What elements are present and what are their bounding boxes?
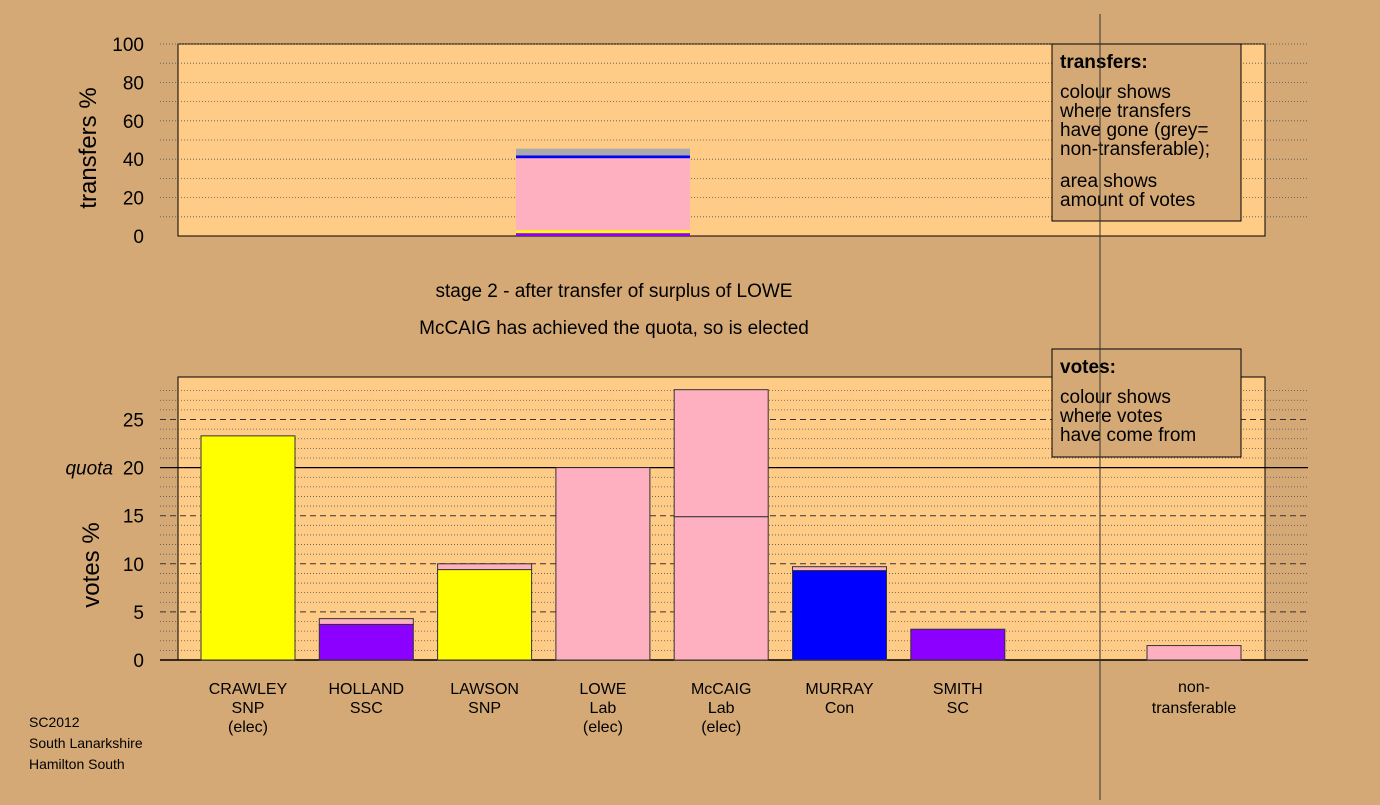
candidate-label: Lab (590, 700, 617, 717)
nontransferable-label: transferable (1152, 700, 1237, 717)
votes-legend-title: votes: (1060, 357, 1116, 378)
candidate-label: McCAIG (691, 681, 751, 698)
y-tick-label: 20 (123, 459, 144, 480)
candidate-label: CRAWLEY (209, 681, 288, 698)
footer-election: SC2012 (29, 714, 80, 730)
vote-segment (200, 435, 296, 661)
candidate-labels: CRAWLEY SNP (elec) HOLLAND SSC LAWSON SNP LOWE L… (209, 679, 1237, 736)
y-tick-label: 25 (123, 411, 144, 432)
vote-segment (673, 389, 769, 518)
y-tick-label: 60 (123, 112, 144, 133)
candidate-label: SMITH (933, 681, 983, 698)
y-tick-label: 0 (133, 651, 144, 672)
candidate-label: SC (947, 700, 969, 717)
vote-segment (910, 628, 1006, 661)
vote-segment (792, 570, 887, 661)
candidate-label: (elec) (228, 719, 268, 736)
transfers-gridlines (160, 43, 1308, 218)
vote-segment (673, 516, 769, 661)
votes-y-axis-title: votes % (78, 522, 105, 607)
transfers-y-axis-title: transfers % (75, 87, 102, 208)
votes-panel: 0 5 10 15 20 25 CRAWLEY SNP (elec) HOLLAND SSC LAW… (65, 348, 1308, 736)
transfers-legend-box (1051, 43, 1242, 222)
vote-segment (437, 569, 533, 661)
votes-y-ticks: 0 5 10 15 20 25 (123, 411, 144, 673)
transfers-legend-line: have gone (grey= (1060, 120, 1208, 141)
y-tick-label: 10 (123, 555, 144, 576)
candidate-label: MURRAY (805, 681, 873, 698)
transfer-segment (516, 148, 690, 156)
candidate-label: HOLLAND (329, 681, 405, 698)
transfers-y-ticks: 0 20 40 60 80 100 (112, 35, 144, 248)
y-tick-label: 20 (123, 189, 144, 210)
transfers-bars (516, 148, 690, 236)
y-tick-label: 15 (123, 507, 144, 528)
vote-segment (792, 566, 887, 572)
votes-legend-line: colour shows (1060, 387, 1171, 408)
y-tick-label: 40 (123, 150, 144, 171)
y-tick-label: 80 (123, 73, 144, 94)
candidate-label: (elec) (583, 719, 623, 736)
stage-description: stage 2 - after transfer of surplus of L… (436, 281, 793, 302)
footer-ward: Hamilton South (29, 756, 125, 772)
transfers-legend-line: area shows (1060, 171, 1157, 192)
candidate-label: SSC (350, 700, 383, 717)
stage-result: McCAIG has achieved the quota, so is ele… (419, 318, 809, 339)
transfers-legend-line: non-transferable); (1060, 139, 1210, 160)
y-tick-label: 0 (133, 227, 144, 248)
transfer-segment (516, 155, 690, 159)
y-tick-label: 5 (133, 603, 144, 624)
candidate-label: Con (825, 700, 854, 717)
transfers-legend-line: amount of votes (1060, 190, 1195, 211)
vote-segment (318, 623, 414, 661)
transfers-legend: transfers: colour shows where transfers … (1051, 43, 1242, 222)
transfer-segment (516, 158, 690, 231)
transfers-legend-line: colour shows (1060, 82, 1171, 103)
vote-segment (318, 618, 414, 625)
transfer-segment (516, 233, 690, 236)
transfer-segment (516, 230, 690, 234)
candidate-label: (elec) (701, 719, 741, 736)
candidate-label: Lab (708, 700, 735, 717)
transfers-legend-line: where transfers (1059, 101, 1191, 122)
vote-segment (1146, 645, 1242, 661)
transfers-legend-title: transfers: (1060, 52, 1148, 73)
vote-segment (437, 563, 533, 571)
vote-segment (555, 467, 651, 661)
votes-legend-box (1051, 348, 1242, 458)
votes-legend-line: have come from (1060, 425, 1196, 446)
candidate-label: LOWE (579, 681, 626, 698)
nontransferable-label: non- (1178, 679, 1210, 696)
votes-bars (200, 389, 1242, 661)
y-tick-label: 100 (112, 35, 144, 56)
quota-label: quota (65, 459, 113, 480)
votes-legend: votes: colour shows where votes have com… (1051, 348, 1242, 458)
candidate-label: LAWSON (450, 681, 519, 698)
candidate-label: SNP (468, 700, 501, 717)
transfers-panel: 0 20 40 60 80 100 transfers % transfers: colo… (75, 35, 1308, 248)
footer-council: South Lanarkshire (29, 735, 143, 751)
votes-legend-line: where votes (1059, 406, 1162, 427)
candidate-label: SNP (232, 700, 265, 717)
